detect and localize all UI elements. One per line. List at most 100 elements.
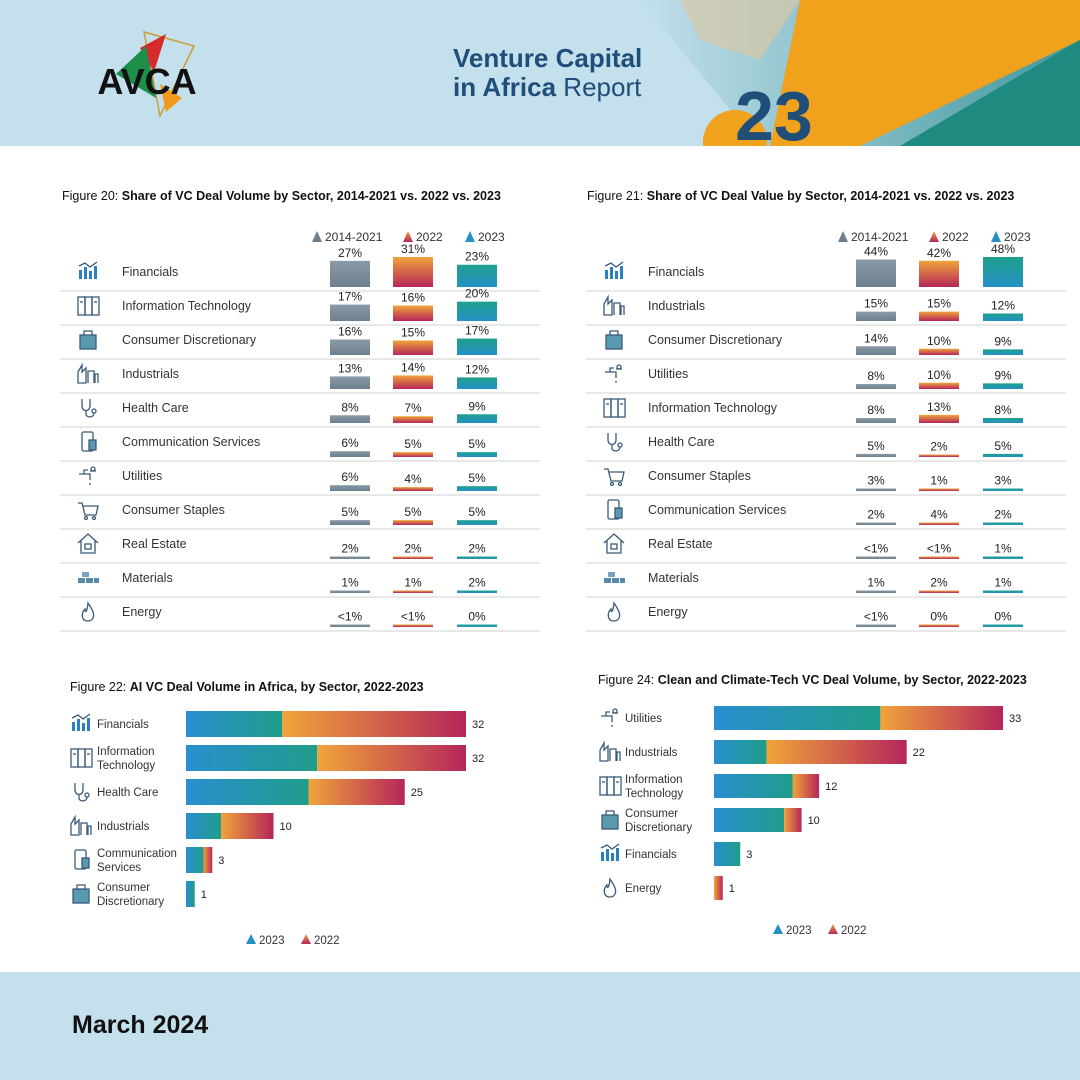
bar xyxy=(983,313,1023,321)
table-row: Financials 27% 31% 23% xyxy=(60,242,540,292)
bar-row: Financials 3 xyxy=(600,842,752,866)
bar-label: 5% xyxy=(994,439,1012,453)
sector-label: Utilities xyxy=(122,469,162,483)
bar xyxy=(330,590,370,593)
bar-2022 xyxy=(714,876,723,900)
shopping-bag-icon xyxy=(72,884,90,904)
flame-icon xyxy=(81,601,95,622)
table-row: Health Care 8% 7% 9% xyxy=(60,399,540,428)
bar-label: 15% xyxy=(401,325,425,339)
bar-2023 xyxy=(186,779,309,805)
bar xyxy=(919,382,959,389)
report-header: 23 AVCA Venture Capital in Africa Report xyxy=(0,0,1080,146)
bar-2022 xyxy=(880,706,1003,730)
bar-label: 16% xyxy=(401,291,425,305)
bar-label: 5% xyxy=(468,437,486,451)
bar-label: 12% xyxy=(991,299,1015,313)
bar-label: 10% xyxy=(927,334,951,348)
shopping-bag-icon xyxy=(79,330,97,350)
legend-marker xyxy=(301,934,311,944)
legend-label: 2022 xyxy=(314,935,340,947)
bar-label: 1% xyxy=(867,576,885,590)
server-icon xyxy=(603,398,626,418)
bar xyxy=(457,264,497,287)
bar xyxy=(330,485,370,491)
bar xyxy=(983,522,1023,525)
bar-row: Consumer Discretionary 10 xyxy=(601,808,820,834)
bar-label: 7% xyxy=(404,401,422,415)
legend-label: 2022 xyxy=(942,230,969,244)
bar-2022 xyxy=(792,774,820,798)
bar-label: 1% xyxy=(994,576,1012,590)
sector-label: Industrials xyxy=(122,367,179,381)
bar xyxy=(393,520,433,525)
bar xyxy=(919,260,959,287)
legend-label: 2014-2021 xyxy=(325,230,383,244)
bar xyxy=(856,624,896,627)
bar-label: 23% xyxy=(465,250,489,264)
bar-label: 2% xyxy=(930,440,948,454)
report-title-line1: Venture Capital xyxy=(453,43,643,73)
bar-label: 44% xyxy=(864,245,888,259)
bar-label: 8% xyxy=(867,369,885,383)
sector-label: Utilities xyxy=(648,367,688,381)
bricks-icon xyxy=(78,572,99,583)
bar-label: 3% xyxy=(994,474,1012,488)
sector-label: Technology xyxy=(625,788,683,800)
bar-2022 xyxy=(766,740,907,764)
bar-label: 31% xyxy=(401,242,425,256)
faucet-icon xyxy=(605,364,622,383)
table-row: Industrials 15% 15% 12% xyxy=(586,294,1066,326)
bar xyxy=(457,338,497,355)
financials-icon xyxy=(600,843,620,861)
server-icon xyxy=(77,296,100,316)
sector-label: Health Care xyxy=(122,401,189,415)
report-title-light: Report xyxy=(556,72,642,102)
bar xyxy=(393,556,433,559)
table-row: Communication Services 2% 4% 2% xyxy=(586,499,1066,530)
bar xyxy=(856,311,896,321)
sector-label: Health Care xyxy=(648,435,715,449)
table-row: Real Estate 2% 2% 2% xyxy=(60,533,540,564)
bar xyxy=(983,453,1023,457)
bar-row: Health Care 25 xyxy=(74,779,423,805)
bar xyxy=(919,311,959,321)
phone-icon xyxy=(74,849,90,870)
cart-icon xyxy=(604,468,625,487)
bar-label: <1% xyxy=(864,542,889,556)
bar xyxy=(856,346,896,355)
bar-row: Industrials 10 xyxy=(70,813,292,839)
table-row: Information Technology 17% 16% 20% xyxy=(60,287,540,326)
sector-label: Consumer xyxy=(625,808,678,820)
bar-label: 6% xyxy=(341,436,359,450)
sector-label: Materials xyxy=(122,571,173,585)
bar-label: 13% xyxy=(927,400,951,414)
bar-label: 5% xyxy=(867,439,885,453)
house-icon xyxy=(77,533,99,554)
bar-2023 xyxy=(714,706,881,730)
table-row: Energy <1% 0% 0% xyxy=(586,601,1066,632)
bar-label: 2% xyxy=(468,576,486,590)
table-row: Consumer Discretionary 14% 10% 9% xyxy=(586,330,1066,360)
bar-label: 12% xyxy=(465,362,489,376)
bar-label: 1% xyxy=(404,576,422,590)
bar xyxy=(856,418,896,423)
bar-row: Communication Services 3 xyxy=(74,847,224,874)
cart-icon xyxy=(78,502,99,521)
bar-2023 xyxy=(714,808,785,832)
bar-label: 5% xyxy=(404,437,422,451)
fig22-title: Figure 22: AI VC Deal Volume in Africa, … xyxy=(70,680,424,694)
bar-value: 10 xyxy=(280,821,292,833)
legend-label: 2023 xyxy=(1004,230,1031,244)
factory-icon xyxy=(77,362,99,384)
stethoscope-icon xyxy=(607,433,623,452)
bar-label: 1% xyxy=(930,474,948,488)
bar-label: 2% xyxy=(930,576,948,590)
table-row: Materials 1% 1% 2% xyxy=(60,571,540,598)
bar-2022 xyxy=(784,808,802,832)
sector-label: Consumer Discretionary xyxy=(648,333,783,347)
bar-value: 25 xyxy=(411,787,423,799)
sector-label: Information Technology xyxy=(648,401,778,415)
bar-label: 0% xyxy=(930,610,948,624)
legend: 2014-2021 2022 2023 xyxy=(312,230,505,244)
